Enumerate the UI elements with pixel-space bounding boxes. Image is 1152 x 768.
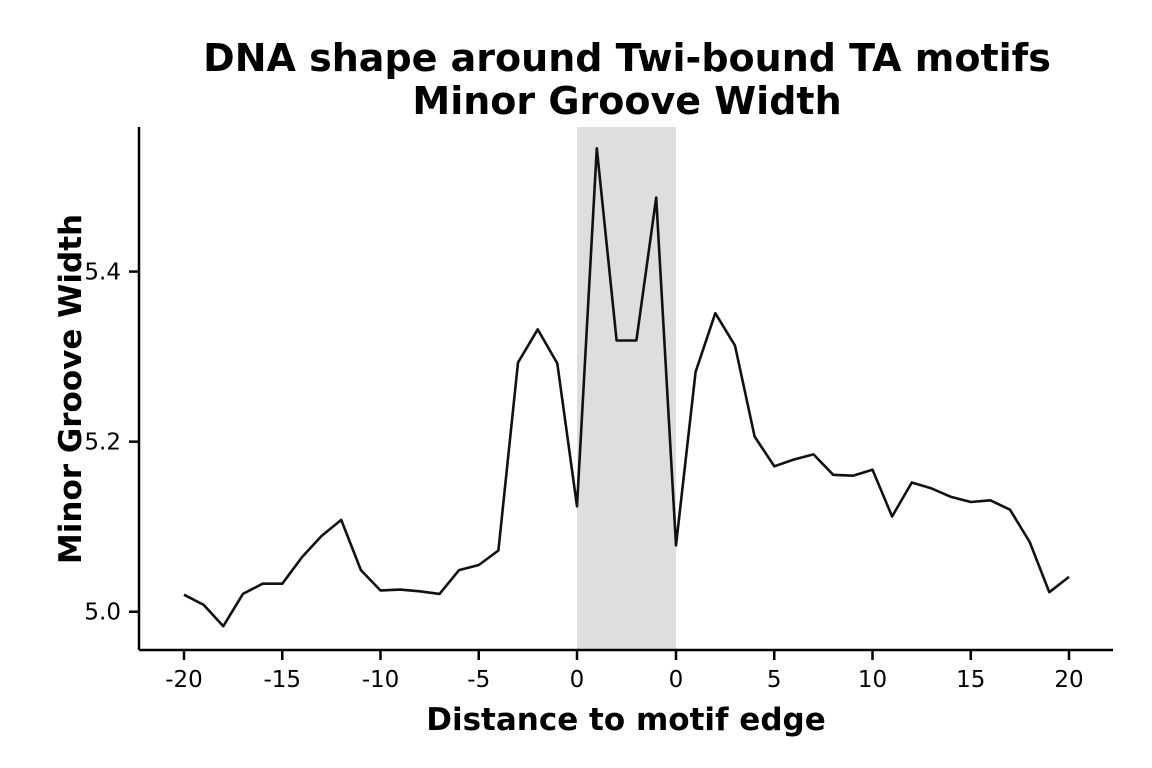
tick-group <box>129 270 1071 660</box>
x-tick-label: 0 <box>570 667 585 693</box>
tick-label-group: -20 -15 -10 -5 0 0 5 10 15 20 5.0 5.2 5.4 <box>84 260 1083 693</box>
x-tick-label: 0 <box>669 667 684 693</box>
x-tick-label: -20 <box>165 667 203 693</box>
y-tick-label: 5.2 <box>84 430 121 456</box>
motif-region-band <box>577 127 676 650</box>
y-axis-label: Minor Groove Width <box>53 214 89 564</box>
x-tick-label: -5 <box>467 667 490 693</box>
x-tick-label: 20 <box>1054 667 1083 693</box>
x-tick-label: -10 <box>362 667 400 693</box>
x-tick-label: -15 <box>263 667 301 693</box>
x-tick-label: 10 <box>858 667 887 693</box>
series-line <box>183 147 1070 628</box>
x-tick-label: 5 <box>767 667 782 693</box>
y-tick-label: 5.0 <box>84 600 121 626</box>
y-tick-label: 5.4 <box>84 260 121 286</box>
chart-title: DNA shape around Twi-bound TA motifs <box>203 36 1051 80</box>
chart-subtitle: Minor Groove Width <box>412 79 841 123</box>
x-tick-label: 15 <box>956 667 985 693</box>
x-axis-label: Distance to motif edge <box>426 702 825 738</box>
